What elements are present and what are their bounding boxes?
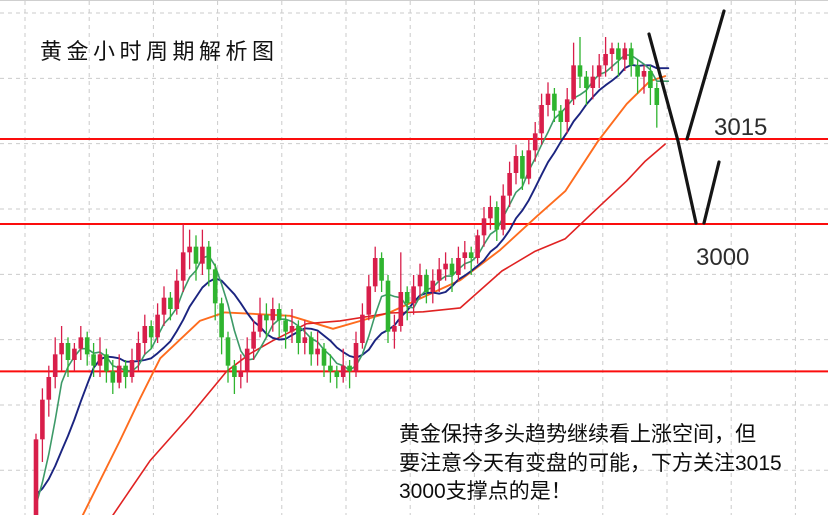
- price-label-3000: 3000: [696, 244, 750, 271]
- chart-title: 黄金小时周期解析图: [40, 39, 279, 64]
- note-line-3: 3000支撑点的是！: [399, 480, 572, 503]
- note-line-2: 要注意今天有变盘的可能，下方关注3015: [399, 451, 782, 475]
- note-line-1: 黄金保持多头趋势继续看上涨空间，但: [399, 423, 756, 446]
- price-label-3015: 3015: [714, 114, 768, 141]
- analysis-note: 黄金保持多头趋势继续看上涨空间，但 要注意今天有变盘的可能，下方关注3015 3…: [399, 421, 782, 507]
